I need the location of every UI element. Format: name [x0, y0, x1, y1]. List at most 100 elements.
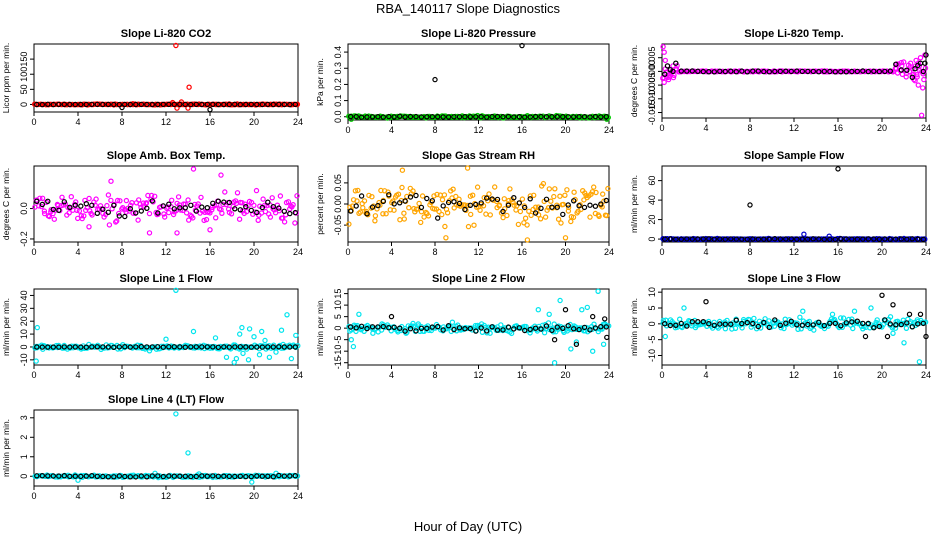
data-point: [750, 320, 756, 327]
data-point: [292, 344, 298, 350]
x-tick-label: 4: [389, 125, 394, 135]
data-point: [358, 193, 365, 199]
data-point: [119, 104, 125, 111]
y-tick-label: 0: [19, 102, 29, 107]
data-point: [918, 112, 925, 119]
data-point: [543, 323, 550, 329]
data-point: [360, 205, 366, 211]
y-tick-label: 150: [19, 52, 29, 67]
data-point: [233, 355, 240, 362]
data-point: [527, 193, 534, 199]
data-point: [173, 287, 179, 293]
data-point: [478, 113, 484, 120]
data-point: [603, 324, 610, 330]
data-point: [751, 315, 757, 322]
data-point: [478, 200, 484, 206]
data-point: [255, 217, 261, 223]
data-point: [600, 191, 606, 197]
data-point: [849, 319, 855, 325]
data-point: [892, 325, 899, 331]
data-point: [149, 101, 155, 108]
data-point: [281, 344, 287, 350]
data-point: [811, 327, 817, 333]
data-point: [921, 76, 927, 83]
data-point: [50, 206, 57, 213]
data-point: [500, 113, 506, 120]
data-point: [190, 215, 196, 221]
data-point: [511, 194, 517, 201]
data-point: [39, 195, 46, 201]
data-point: [104, 202, 110, 209]
data-point: [689, 236, 696, 242]
data-point: [245, 357, 252, 363]
data-point: [810, 236, 817, 242]
x-tick-label: 8: [747, 370, 752, 380]
data-point: [511, 326, 517, 332]
data-point: [407, 326, 414, 332]
data-point: [511, 114, 517, 120]
data-point: [402, 114, 408, 120]
data-point: [386, 192, 392, 198]
data-point: [78, 212, 85, 219]
data-point: [56, 207, 62, 213]
data-point: [273, 349, 279, 355]
data-point: [243, 208, 250, 215]
data-point: [744, 69, 751, 75]
data-point: [201, 217, 207, 224]
data-point: [584, 304, 591, 311]
data-point: [210, 200, 216, 206]
data-point: [440, 203, 446, 209]
x-tick-label: 20: [560, 247, 570, 257]
data-point: [204, 204, 210, 211]
data-point: [111, 344, 117, 350]
data-point: [160, 203, 166, 209]
y-tick-label: 1: [19, 454, 29, 459]
data-point: [717, 236, 723, 242]
x-tick-label: 4: [703, 123, 708, 133]
data-point: [418, 325, 425, 331]
data-point: [75, 477, 81, 483]
data-point: [61, 199, 68, 205]
data-point: [914, 74, 920, 80]
data-point: [489, 113, 495, 120]
data-point: [871, 236, 877, 242]
data-point: [171, 206, 177, 212]
data-point: [821, 322, 828, 329]
data-point: [552, 186, 558, 192]
data-point: [226, 101, 232, 108]
data-point: [703, 299, 709, 305]
data-point: [372, 218, 378, 224]
panel-2: Slope Li-820 Pressure kPa per min. 0 4 8 12 16…: [315, 28, 614, 135]
data-point: [204, 344, 210, 350]
data-point: [554, 324, 561, 330]
data-point: [100, 206, 106, 212]
data-point: [560, 325, 566, 331]
data-point: [551, 193, 557, 200]
data-point: [436, 208, 442, 215]
data-point: [471, 222, 477, 228]
data-point: [249, 479, 255, 485]
data-point: [548, 198, 554, 204]
data-point: [592, 113, 599, 120]
data-point: [451, 114, 457, 120]
series-hourly: [34, 198, 298, 220]
data-point: [576, 202, 582, 209]
data-point: [519, 42, 525, 49]
data-point: [662, 57, 669, 64]
data-point: [193, 208, 199, 214]
data-point: [914, 71, 920, 78]
data-point: [248, 344, 254, 350]
data-point: [766, 236, 773, 242]
data-point: [843, 69, 850, 75]
data-point: [766, 324, 773, 331]
data-point: [46, 213, 53, 220]
data-point: [722, 321, 729, 327]
data-point: [391, 201, 397, 207]
data-point: [276, 101, 282, 108]
data-point: [909, 236, 916, 242]
data-point: [522, 327, 528, 334]
data-point: [418, 204, 425, 211]
data-point: [887, 321, 894, 327]
